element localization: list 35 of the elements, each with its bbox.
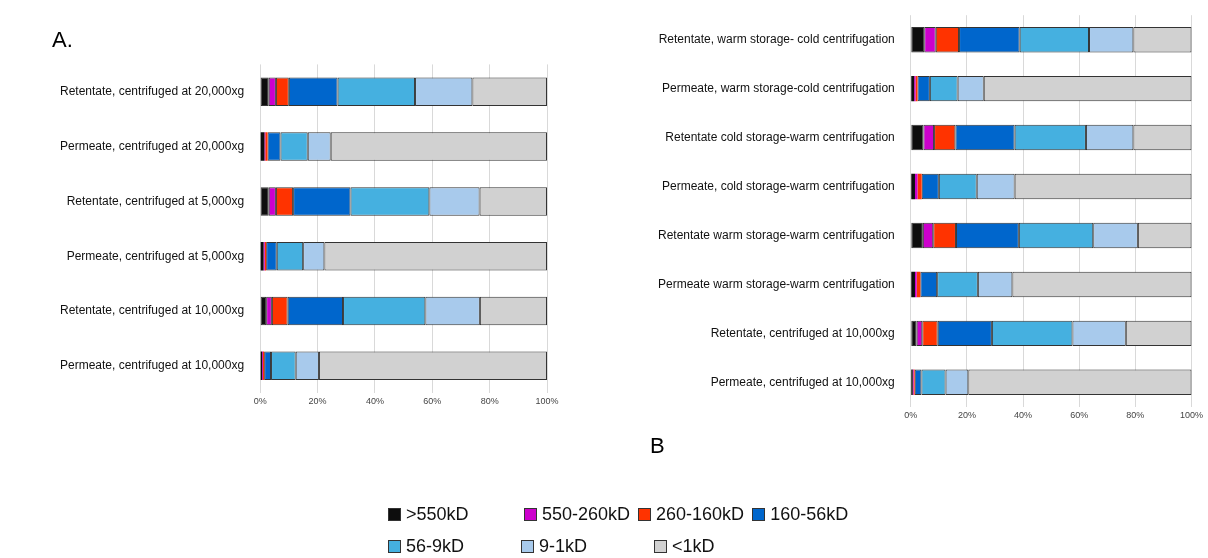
x-tick-label: 40%: [365, 396, 384, 407]
x-tick-label: 60%: [1070, 409, 1089, 420]
y-tick-label: Permeate, warm storage-cold centrifugation: [661, 80, 895, 95]
legend-label: 9-1kD: [539, 535, 588, 557]
x-tick-label: 80%: [1126, 409, 1145, 420]
x-tick-label: 20%: [957, 409, 976, 420]
y-tick-label: Permeate, centrifuged at 20,000xg: [60, 138, 245, 153]
y-tick-label: Retentate, centrifuged at 5,000xg: [66, 193, 245, 208]
legend-label: <1kD: [672, 535, 715, 557]
y-tick-label: Permeate, centrifuged at 10,000xg: [710, 374, 895, 389]
y-tick-label: Retentate warm storage-warm centrifugation: [657, 227, 895, 242]
text: A.: [52, 27, 73, 53]
x-tick-label: 100%: [1179, 409, 1204, 420]
x-tick-label: 0%: [904, 409, 918, 420]
x-tick-label: 0%: [253, 396, 267, 407]
legend-label: >550kD: [406, 503, 469, 525]
y-tick-label: Permeate, cold storage-warm centrifugation: [661, 178, 895, 193]
y-tick-label: Retentate, centrifuged at 10,000xg: [710, 325, 895, 340]
x-tick-label: 100%: [535, 396, 559, 407]
y-tick-label: Permeate warm storage-warm centrifugation: [658, 276, 895, 291]
legend-label: 550-260kD: [542, 503, 631, 525]
x-tick-label: 20%: [308, 396, 327, 407]
legend-label: 56-9kD: [406, 535, 465, 557]
y-tick-label: Retentate, centrifuged at 20,000xg: [59, 84, 245, 99]
x-tick-label: 40%: [1014, 409, 1033, 420]
x-tick-label: 60%: [423, 396, 442, 407]
y-tick-label: Retentate cold storage-warm centrifugation: [665, 129, 895, 144]
y-tick-label: Permeate, centrifuged at 10,000xg: [60, 358, 245, 373]
y-tick-label: Permeate, centrifuged at 5,000xg: [66, 248, 245, 263]
y-tick-label: Retentate, centrifuged at 10,000xg: [59, 303, 245, 318]
legend-label: 260-160kD: [656, 503, 745, 525]
legend-label: 160-56kD: [770, 503, 849, 525]
y-tick-label: Retentate, warm storage- cold centrifugation: [658, 31, 895, 46]
text: B: [650, 432, 665, 458]
x-tick-label: 80%: [480, 396, 499, 407]
